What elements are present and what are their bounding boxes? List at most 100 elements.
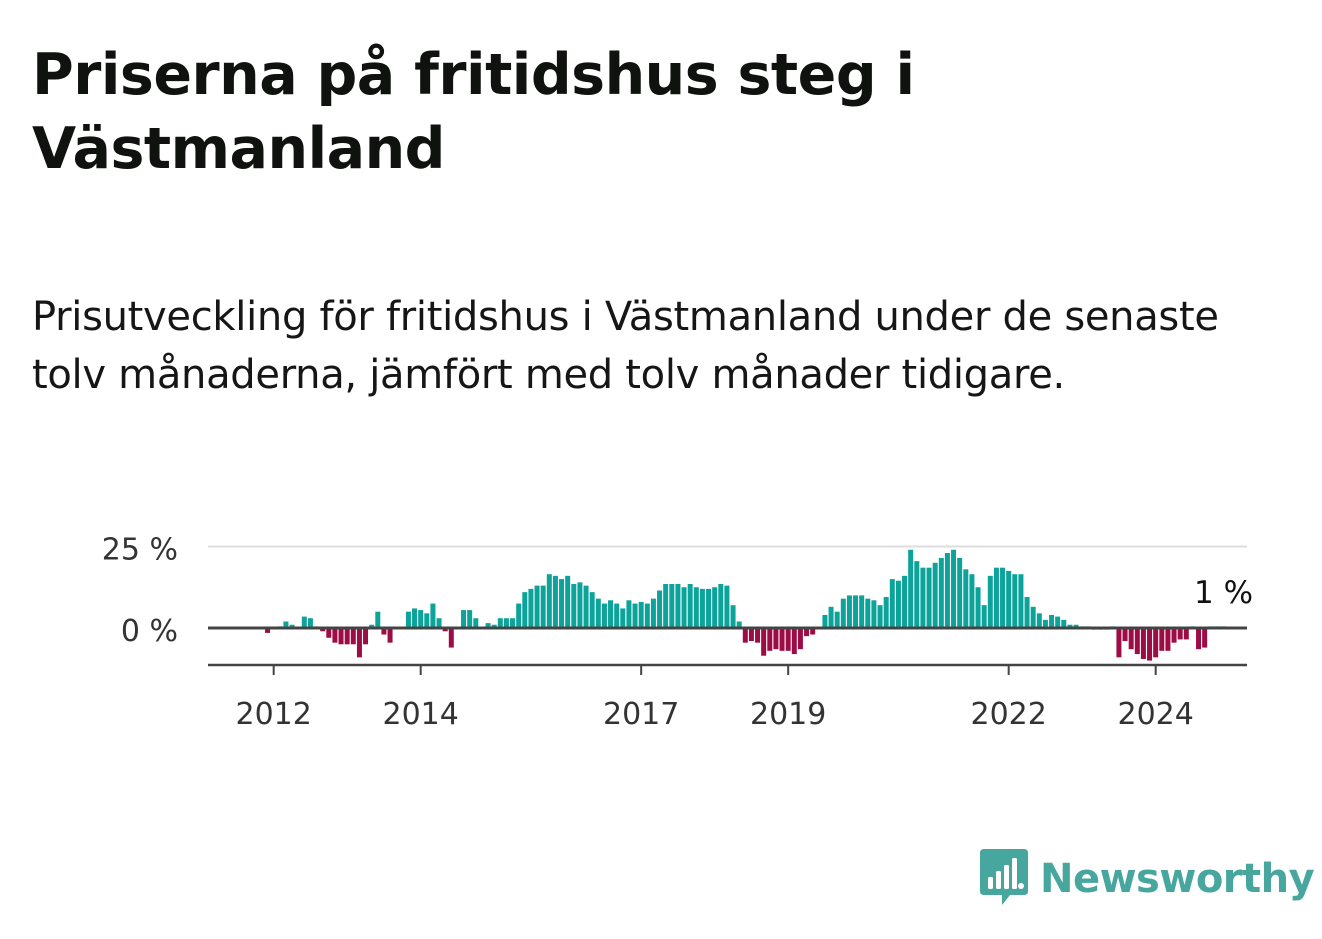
bar (540, 585, 546, 628)
bar (902, 575, 908, 628)
bar (626, 600, 632, 628)
bar (963, 569, 969, 628)
bar (528, 588, 534, 628)
bar (914, 561, 920, 628)
bar (485, 623, 491, 628)
bar-chart-speech-bubble-icon (980, 847, 1030, 911)
bar (326, 628, 332, 638)
bar (1147, 628, 1153, 661)
bar (338, 628, 344, 645)
bar (1159, 628, 1165, 651)
bar (871, 600, 877, 628)
bar (601, 603, 607, 628)
bar (1006, 570, 1012, 628)
bar (1061, 619, 1067, 628)
bar (761, 628, 767, 656)
bar (889, 579, 895, 628)
x-tick-label: 2024 (1117, 697, 1193, 732)
x-tick-label: 2019 (750, 697, 826, 732)
bar (430, 603, 436, 628)
bar (442, 628, 448, 632)
bar (381, 628, 387, 635)
bar (307, 618, 313, 628)
bar (993, 567, 999, 628)
bar (748, 628, 754, 642)
bar (932, 562, 938, 628)
bar (669, 583, 675, 628)
bar (583, 585, 589, 628)
bar (1165, 628, 1171, 651)
bar (1153, 628, 1159, 658)
bar (1055, 616, 1061, 628)
x-tick-label: 2014 (382, 697, 458, 732)
bar (822, 614, 828, 628)
bar (424, 613, 430, 628)
bar (283, 621, 289, 628)
bar (1073, 624, 1079, 628)
last-value-label: 1 % (1194, 575, 1253, 611)
bar (938, 557, 944, 628)
bar (797, 628, 803, 650)
bar (773, 628, 779, 650)
x-tick-label: 2012 (235, 697, 311, 732)
bar (1067, 624, 1073, 628)
bar (755, 628, 761, 643)
newsworthy-brand: Newsworthy (980, 847, 1315, 911)
chart-title: Priserna på fritidshus steg i Västmanlan… (32, 42, 915, 182)
bar (577, 582, 583, 628)
bar (1049, 614, 1055, 628)
x-tick-label: 2022 (970, 697, 1046, 732)
bar (363, 628, 369, 645)
bar (1000, 567, 1006, 628)
bar (908, 549, 914, 628)
bar (693, 587, 699, 628)
bar (565, 575, 571, 628)
bar (920, 567, 926, 628)
bar (418, 610, 424, 628)
bar (497, 618, 503, 628)
bar (1024, 597, 1030, 628)
bar (767, 628, 773, 651)
bar (895, 580, 901, 628)
bar (344, 628, 350, 645)
bar (981, 605, 987, 628)
bar (687, 583, 693, 628)
bar (301, 616, 307, 628)
y-tick-label: 25 % (102, 533, 178, 568)
bar (369, 624, 375, 628)
bar (1134, 628, 1140, 655)
bar (975, 587, 981, 628)
bar (718, 583, 724, 628)
bar (516, 603, 522, 628)
bar (620, 608, 626, 628)
bar (865, 598, 871, 628)
bar (1183, 628, 1189, 640)
brand-name: Newsworthy (1040, 856, 1315, 902)
bar (412, 608, 418, 628)
bar (957, 557, 963, 628)
bar (571, 583, 577, 628)
bar (742, 628, 748, 643)
bar (608, 600, 614, 628)
bar (1128, 628, 1134, 650)
bar (332, 628, 338, 643)
bar (663, 583, 669, 628)
bar (595, 598, 601, 628)
bar (265, 628, 271, 633)
bar (785, 628, 791, 651)
bar (589, 592, 595, 628)
bar (467, 610, 473, 628)
bar (614, 603, 620, 628)
bar (632, 603, 638, 628)
bar (552, 575, 558, 628)
bar (712, 587, 718, 628)
y-tick-label: 0 % (121, 614, 178, 649)
bar (944, 553, 950, 628)
bar (859, 595, 865, 628)
bar (638, 601, 644, 628)
bar (951, 549, 957, 628)
bar (846, 595, 852, 628)
bar (834, 611, 840, 628)
bar (779, 628, 785, 651)
